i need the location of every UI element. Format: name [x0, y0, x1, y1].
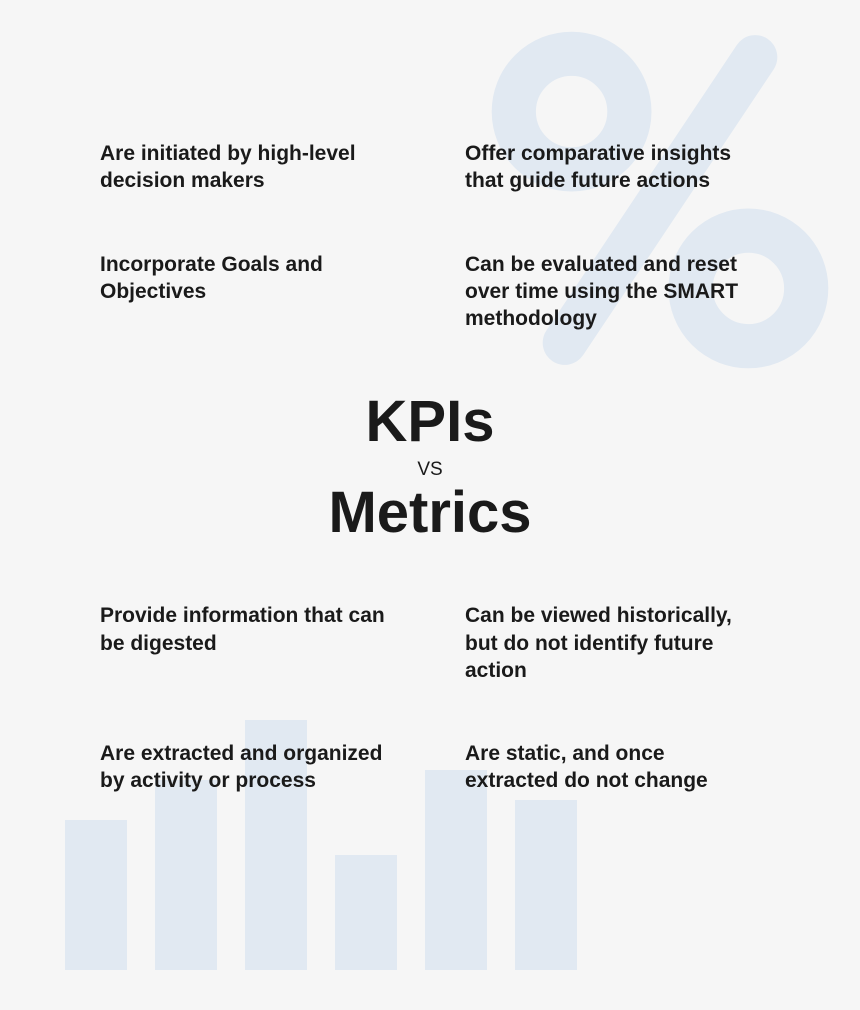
title-metrics: Metrics [100, 483, 760, 544]
content-container: Are initiated by high-level decision mak… [0, 0, 860, 795]
metrics-grid: Provide information that can be digested… [100, 602, 760, 794]
metric-item: Can be viewed historically, but do not i… [465, 602, 760, 684]
center-titles: KPIs VS Metrics [100, 392, 760, 544]
bar-4 [335, 855, 397, 970]
bar-2 [155, 780, 217, 970]
title-kpis: KPIs [100, 392, 760, 453]
bar-6 [515, 800, 577, 970]
metric-item: Provide information that can be digested [100, 602, 395, 684]
kpi-item: Incorporate Goals and Objectives [100, 251, 395, 333]
bar-5 [425, 770, 487, 970]
metric-item: Are static, and once extracted do not ch… [465, 740, 760, 795]
bar-1 [65, 820, 127, 970]
kpi-item: Offer comparative insights that guide fu… [465, 140, 760, 195]
title-vs: VS [100, 459, 760, 481]
kpis-grid: Are initiated by high-level decision mak… [100, 140, 760, 332]
metric-item: Are extracted and organized by activity … [100, 740, 395, 795]
kpi-item: Are initiated by high-level decision mak… [100, 140, 395, 195]
kpi-item: Can be evaluated and reset over time usi… [465, 251, 760, 333]
